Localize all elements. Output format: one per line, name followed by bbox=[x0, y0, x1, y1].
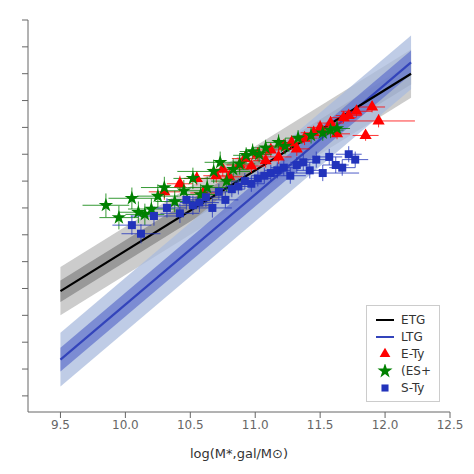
svg-text:9.5: 9.5 bbox=[51, 418, 70, 432]
svg-text:12.0: 12.0 bbox=[372, 418, 399, 432]
html-text:E-Ty: E-Ty bbox=[401, 346, 425, 361]
html-text:LTG: LTG bbox=[401, 329, 423, 344]
html-text:ETG: ETG bbox=[401, 312, 426, 327]
html-text:S-Ty: S-Ty bbox=[401, 380, 425, 395]
svg-text:11.0: 11.0 bbox=[242, 418, 269, 432]
html-text:(ES+: (ES+ bbox=[401, 363, 431, 378]
svg-text:10.5: 10.5 bbox=[177, 418, 204, 432]
svg-text:12.5: 12.5 bbox=[437, 418, 464, 432]
svg-text:10.0: 10.0 bbox=[112, 418, 139, 432]
svg-text:log(M*,gal/M⊙): log(M*,gal/M⊙) bbox=[190, 446, 288, 461]
svg-text:11.5: 11.5 bbox=[307, 418, 334, 432]
